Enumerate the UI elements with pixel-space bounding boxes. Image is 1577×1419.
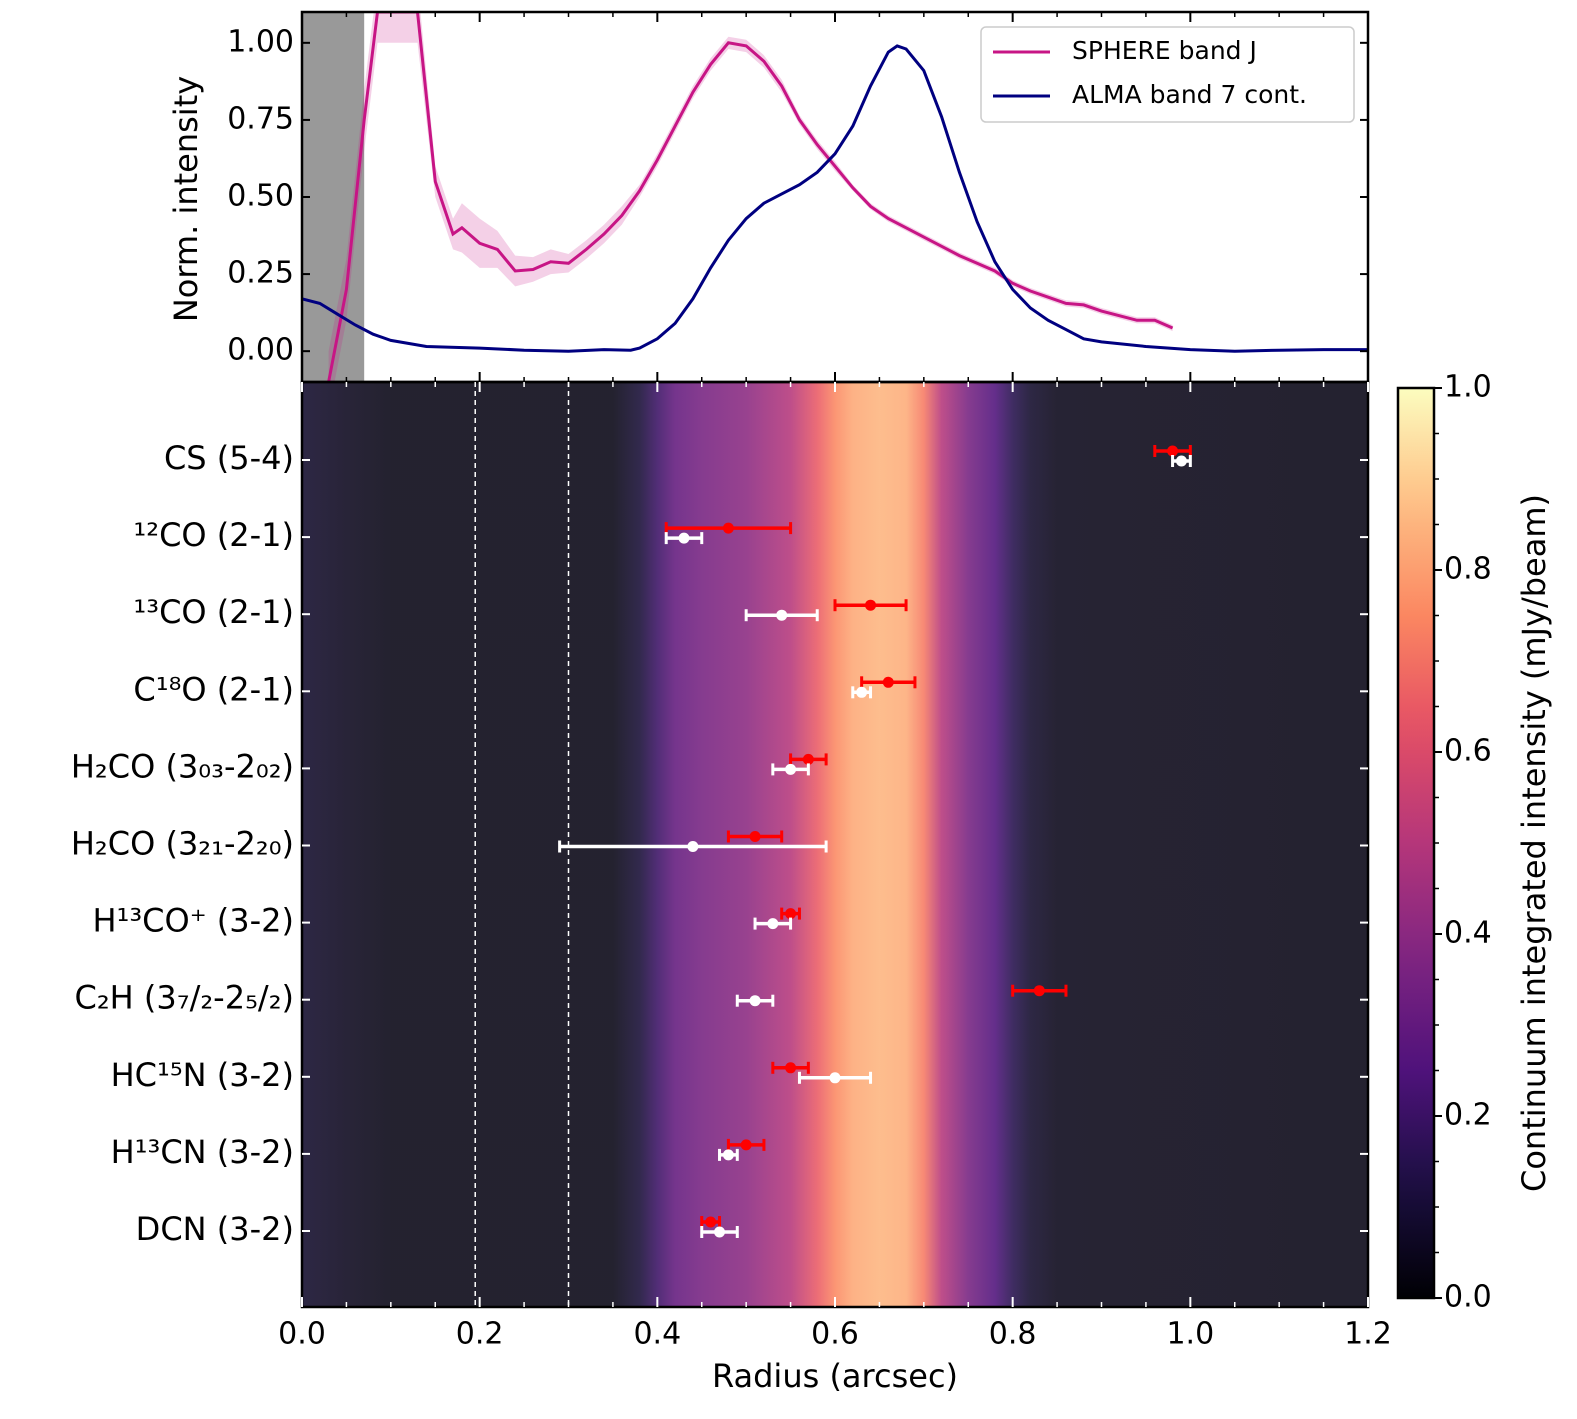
- point: [1167, 445, 1179, 457]
- point: [749, 995, 761, 1007]
- point: [829, 1072, 841, 1084]
- colorbar-tick-label: 0.0: [1444, 1280, 1492, 1315]
- point: [678, 532, 690, 544]
- x-tick-label: 0.4: [633, 1317, 681, 1352]
- point: [802, 753, 814, 765]
- colorbar-tick-label: 0.4: [1444, 916, 1492, 951]
- colorbar-label: Continuum integrated intensity (mJy/beam…: [1515, 494, 1553, 1192]
- y-axis-label: Norm. intensity: [167, 76, 205, 322]
- x-tick-label: 0.2: [456, 1317, 504, 1352]
- point: [722, 1149, 734, 1161]
- category-label: H¹³CO⁺ (3-2): [92, 902, 294, 940]
- point: [1175, 455, 1187, 467]
- point: [785, 763, 797, 775]
- y-tick-label: 1.00: [227, 24, 294, 59]
- colorbar: [1396, 386, 1436, 1300]
- point: [1033, 985, 1045, 997]
- point: [856, 686, 868, 698]
- x-tick-label: 0.6: [811, 1317, 859, 1352]
- category-label: HC¹⁵N (3-2): [111, 1056, 294, 1094]
- y-tick-label: 0.50: [227, 179, 294, 214]
- point: [767, 918, 779, 930]
- point: [785, 1062, 797, 1074]
- category-label: DCN (3-2): [136, 1210, 294, 1248]
- legend-label: SPHERE band J: [1072, 36, 1257, 65]
- point: [714, 1226, 726, 1238]
- category-label: H₂CO (3₀₃-2₀₂): [71, 747, 294, 785]
- point: [705, 1216, 717, 1228]
- point: [776, 609, 788, 621]
- category-label: ¹³CO (2-1): [133, 593, 294, 631]
- x-axis-label: Radius (arcsec): [712, 1357, 958, 1395]
- y-tick-label: 0.00: [227, 333, 294, 368]
- colorbar-tick-label: 0.8: [1444, 552, 1492, 587]
- category-label: H¹³CN (3-2): [111, 1133, 294, 1171]
- line: [302, 44, 1368, 353]
- continuum-image: [302, 382, 1368, 1307]
- category-label: H₂CO (3₂₁-2₂₀): [71, 825, 294, 863]
- x-tick-label: 0.0: [278, 1317, 326, 1352]
- y-tick-label: 0.75: [227, 101, 294, 136]
- x-tick-label: 1.0: [1166, 1317, 1214, 1352]
- legend-frame: [980, 26, 1355, 123]
- point: [882, 676, 894, 688]
- point: [687, 841, 699, 852]
- point: [740, 1139, 752, 1151]
- y-tick-label: 0.25: [227, 256, 294, 291]
- category-label: CS (5-4): [164, 439, 294, 477]
- point: [722, 522, 734, 534]
- point: [865, 599, 877, 611]
- masked-region: [302, 12, 365, 382]
- category-label: C₂H (3₇/₂-2₅/₂): [74, 979, 294, 1017]
- x-tick-label: 1.2: [1344, 1317, 1392, 1352]
- colorbar-tick-label: 0.6: [1444, 734, 1492, 769]
- x-tick-label: 0.8: [989, 1317, 1037, 1352]
- category-label: ¹²CO (2-1): [133, 516, 294, 554]
- legend-label: ALMA band 7 cont.: [1072, 80, 1307, 109]
- point: [749, 831, 761, 842]
- colorbar-tick-label: 1.0: [1444, 370, 1492, 405]
- colorbar-tick-label: 0.2: [1444, 1098, 1492, 1133]
- line: [327, 12, 1174, 382]
- point: [785, 908, 797, 920]
- category-label: C¹⁸O (2-1): [133, 670, 294, 708]
